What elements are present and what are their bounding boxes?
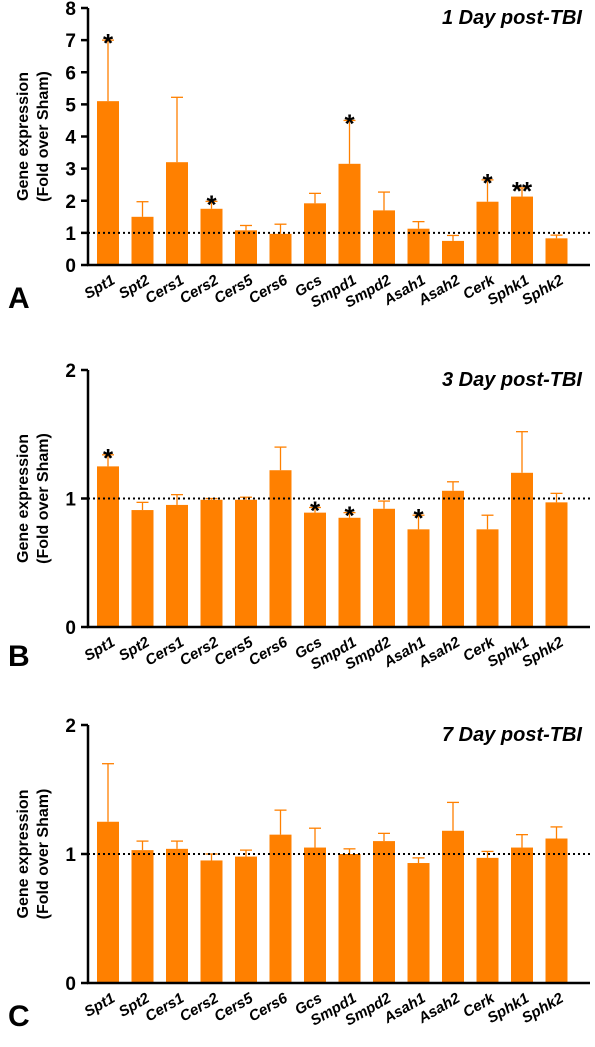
bar-asah1 [407,529,430,627]
bar-gcs [304,203,326,265]
y-tick-label: 3 [65,160,76,181]
bar-cers2 [200,208,223,265]
bar-sphk2 [545,502,568,627]
significance-mark: * [413,503,424,533]
y-tick-label: 0 [65,974,76,995]
bar-cers5 [235,499,257,627]
x-tick-label: Spt1 [81,272,118,303]
bar-cers2 [200,860,223,983]
y-tick-label: 1 [65,224,76,245]
bar-cerk [476,529,499,627]
bar-gcs [304,512,326,627]
bar-spt2 [131,216,154,265]
bar-asah1 [407,228,430,265]
bar-cers5 [235,856,257,983]
y-tick-label: 4 [65,128,76,149]
bar-cers6 [269,470,292,627]
bar-spt1 [97,821,119,983]
significance-mark: * [482,168,493,198]
x-tick-label: Spt1 [81,990,118,1021]
bar-cers5 [235,230,257,265]
chart-panel-b: *Spt1Spt2Cers1Cers2Cers5Cers6*Gcs*Smpd1S… [8,361,590,673]
bar-spt1 [97,101,119,265]
bar-asah2 [442,830,464,983]
y-tick-label: 2 [65,361,76,382]
y-axis-label: Gene expression (Fold over Sham) [15,433,52,564]
y-tick-label: 5 [65,95,76,116]
bar-smpd2 [373,841,395,983]
y-tick-label: 0 [65,618,76,639]
x-tick-label: Cers6 [246,989,291,1025]
bar-cers2 [200,499,223,627]
bar-spt1 [97,466,119,627]
bar-sphk2 [545,238,568,265]
significance-mark: * [310,495,321,525]
x-tick-label: Cers6 [246,633,291,669]
y-tick-label: 1 [65,490,76,511]
x-tick-label: Spt1 [81,634,118,665]
bar-gcs [304,847,326,983]
chart-title: 1 Day post-TBI [442,7,582,29]
panel-label: A [8,282,30,315]
bar-smpd1 [338,517,361,627]
bar-asah2 [442,240,464,265]
bar-smpd2 [373,508,395,627]
bar-cers1 [166,162,188,265]
significance-mark: * [344,501,355,531]
significance-mark: ** [512,176,533,206]
y-tick-label: 6 [65,63,76,84]
bar-sphk2 [545,838,568,983]
significance-mark: * [103,28,114,58]
y-tick-label: 0 [65,256,76,277]
bar-cers6 [269,233,292,265]
bar-smpd1 [338,854,361,983]
bar-asah1 [407,863,430,983]
bar-sphk1 [511,196,533,265]
bar-spt2 [131,850,154,983]
y-tick-label: 8 [65,0,76,20]
panel-label: C [8,1000,30,1033]
y-tick-label: 7 [65,31,76,52]
bar-sphk1 [511,472,533,627]
y-tick-label: 1 [65,845,76,866]
panel-label: B [8,640,30,673]
bar-sphk1 [511,847,533,983]
significance-mark: * [103,443,114,473]
chart-title: 7 Day post-TBI [442,724,582,746]
chart-title: 3 Day post-TBI [442,369,582,391]
bar-asah2 [442,490,464,627]
bar-smpd1 [338,163,361,265]
bar-cerk [476,201,499,265]
significance-mark: * [206,189,217,219]
bar-cers6 [269,834,292,983]
y-tick-label: 2 [65,716,76,737]
y-tick-label: 2 [65,192,76,213]
significance-mark: * [344,108,355,138]
y-axis-label: Gene expression (Fold over Sham) [15,71,52,202]
bar-cerk [476,857,499,983]
bar-spt2 [131,510,154,627]
bar-smpd2 [373,210,395,265]
y-axis-label: Gene expression (Fold over Sham) [15,789,52,920]
x-tick-label: Cers6 [246,271,291,307]
bar-cers1 [166,848,188,983]
bar-cers1 [166,504,188,627]
